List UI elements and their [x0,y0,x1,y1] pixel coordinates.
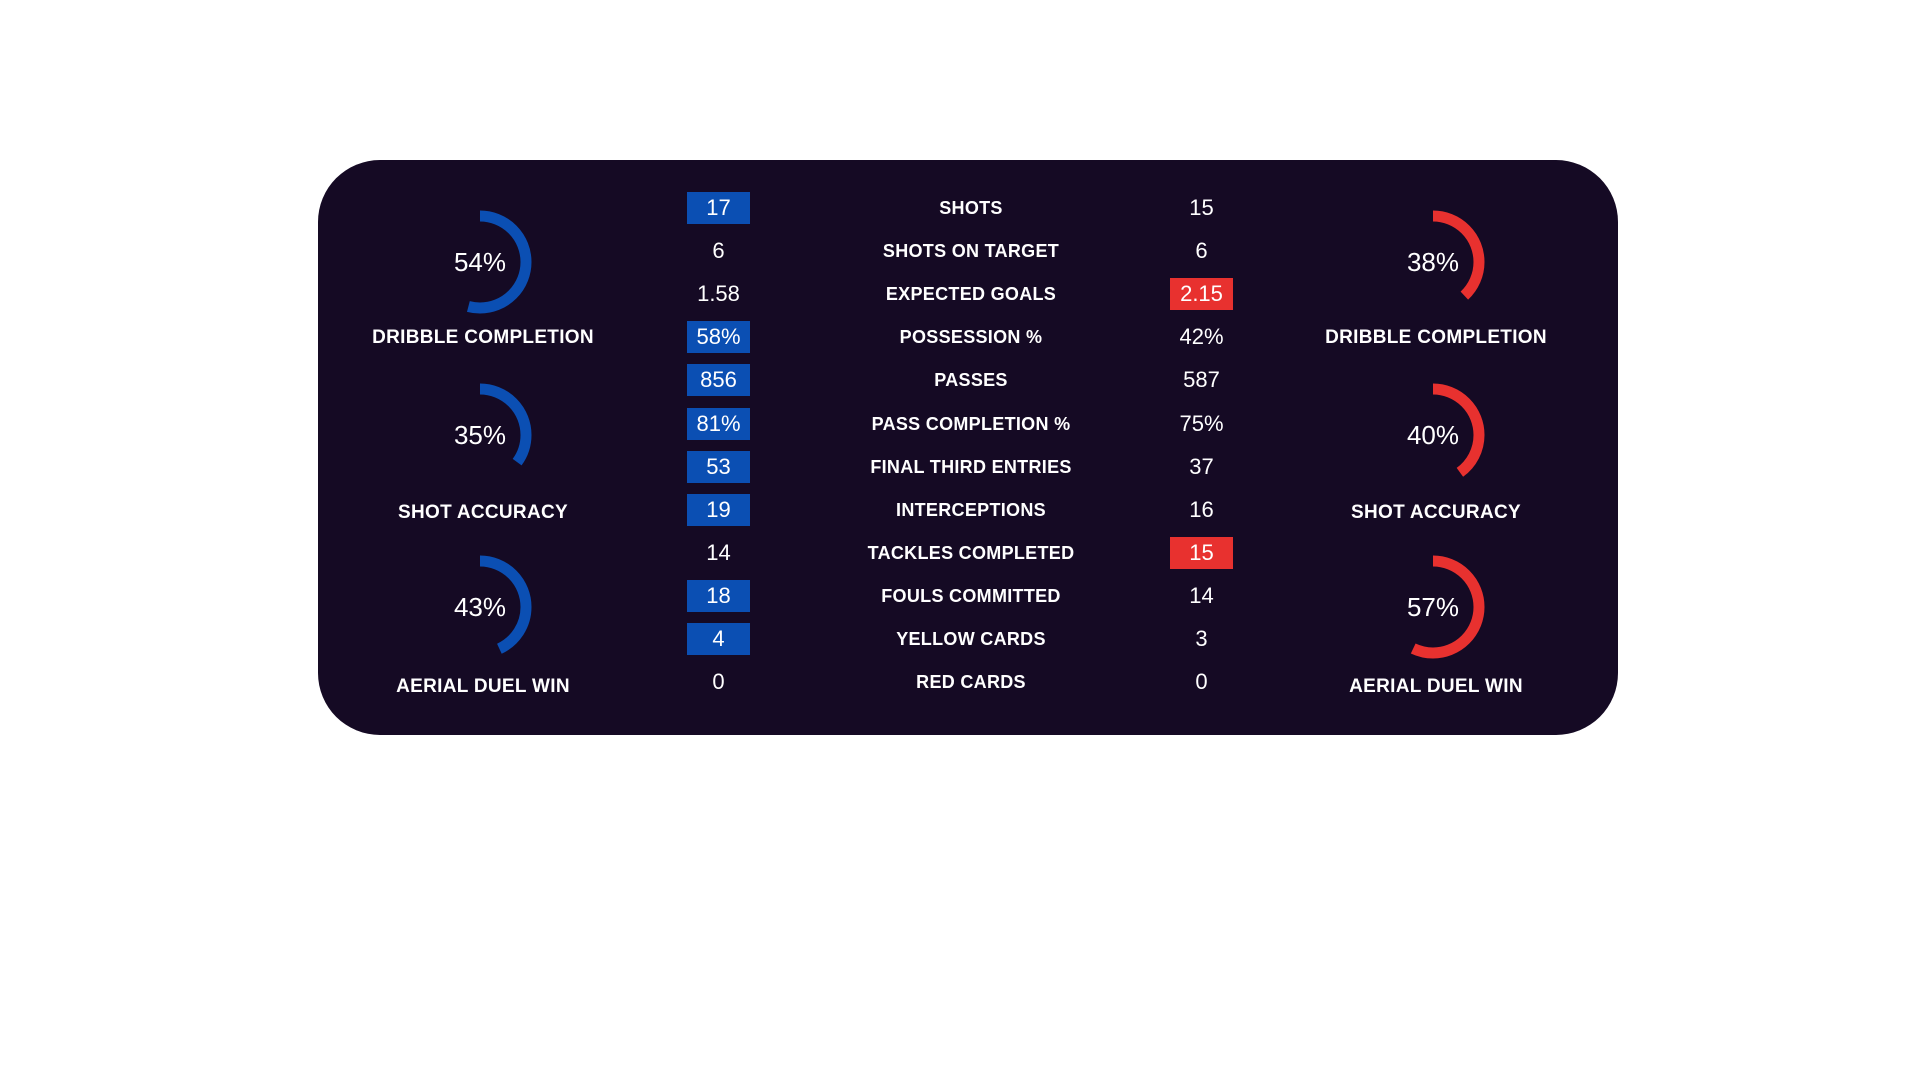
stat-row: 53 FINAL THIRD ENTRIES 37 [318,450,1618,483]
away-value: 6 [1195,238,1208,264]
away-value: 0 [1195,669,1208,695]
stat-label: PASSES [934,370,1008,391]
stat-row: 856 PASSES 587 [318,364,1618,397]
gauge-label: AERIAL DUEL WIN [396,676,570,697]
gauge-arc-icon [1381,383,1485,487]
stat-label: FINAL THIRD ENTRIES [870,456,1072,477]
away-value: 42% [1179,324,1224,350]
gauge-arc-icon [428,383,532,487]
home-value: 0 [712,669,725,695]
home-value: 14 [706,539,731,565]
gauge-arc-icon [428,210,532,314]
stat-row: 58% POSSESSION % 42% [318,321,1618,354]
gauge-label: SHOT ACCURACY [1351,502,1521,523]
gauge-label: DRIBBLE COMPLETION [1325,327,1547,348]
stat-label: INTERCEPTIONS [896,499,1046,520]
stat-label: EXPECTED GOALS [885,284,1057,305]
home-value: 856 [687,364,750,397]
stat-row: 6 SHOTS ON TARGET 6 [318,235,1618,267]
home-value: 1.58 [697,281,740,307]
home-value: 4 [687,623,750,655]
home-value: 53 [687,450,750,483]
stat-row: 4 YELLOW CARDS 3 [318,623,1618,655]
away-value: 2.15 [1170,278,1233,311]
away-value: 14 [1189,582,1214,608]
away-gauge-aerial-duel-win: 57% [1363,537,1503,677]
away-value: 3 [1195,626,1208,651]
away-value: 15 [1189,195,1214,220]
gauge-label: DRIBBLE COMPLETION [372,327,594,348]
stat-row: 0 RED CARDS 0 [318,666,1618,698]
home-value: 18 [687,579,750,612]
stat-label: FOULS COMMITTED [881,585,1061,606]
stat-row: 1.58 EXPECTED GOALS 2.15 [318,278,1618,311]
away-value: 587 [1183,367,1220,393]
gauge-arc-icon [1381,555,1485,659]
home-gauge-aerial-duel-win: 43% [410,537,550,677]
home-value: 81% [687,407,750,440]
away-value: 15 [1170,536,1233,569]
match-stats-panel: 54% DRIBBLE COMPLETION 35% SHOT ACCURACY 43%… [318,160,1618,735]
stat-row: 17 SHOTS 15 [318,192,1618,224]
stat-row: 14 TACKLES COMPLETED 15 [318,536,1618,569]
stat-label: POSSESSION % [899,327,1043,348]
gauge-value: 54% [453,247,507,277]
gauge-value: 38% [1406,247,1460,277]
home-value: 58% [687,321,750,354]
home-value: 19 [687,493,750,526]
away-value: 37 [1189,453,1214,479]
gauge-arc-icon [1381,210,1485,314]
home-value: 6 [712,238,725,264]
stat-label: RED CARDS [916,672,1026,693]
stat-row: 81% PASS COMPLETION % 75% [318,407,1618,440]
home-value: 17 [687,192,750,224]
home-gauge-dribble-completion: 54% [410,192,550,332]
stat-label: YELLOW CARDS [896,629,1046,649]
gauge-value: 40% [1406,420,1460,450]
home-gauge-shot-accuracy: 35% [410,365,550,505]
gauge-value: 43% [453,592,507,622]
stat-row: 18 FOULS COMMITTED 14 [318,579,1618,612]
gauge-label: SHOT ACCURACY [398,502,568,523]
stat-label: SHOTS ON TARGET [882,241,1060,262]
stat-label: TACKLES COMPLETED [867,542,1075,563]
stat-label: PASS COMPLETION % [871,413,1071,434]
away-gauge-shot-accuracy: 40% [1363,365,1503,505]
gauge-label: AERIAL DUEL WIN [1349,676,1523,697]
away-value: 16 [1189,496,1214,522]
stat-label: SHOTS [939,198,1003,218]
gauge-value: 57% [1406,592,1460,622]
away-value: 75% [1179,410,1224,436]
away-gauge-dribble-completion: 38% [1363,192,1503,332]
gauge-arc-icon [428,555,532,659]
stat-row: 19 INTERCEPTIONS 16 [318,493,1618,526]
gauge-value: 35% [453,420,507,450]
